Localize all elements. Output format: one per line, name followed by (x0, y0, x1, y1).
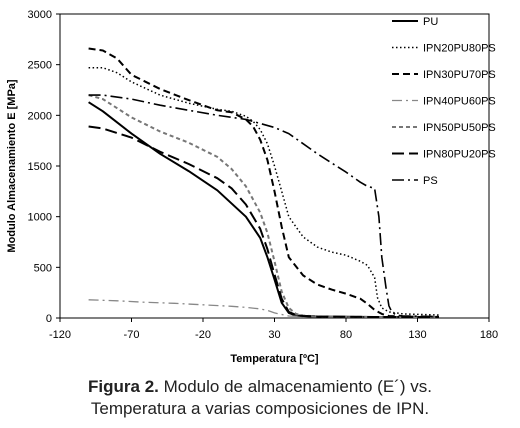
y-tick-label: 2000 (28, 110, 52, 122)
caption-label: Figura 2. (88, 377, 159, 396)
legend-label: IPN80PU20PS (423, 149, 496, 161)
legend-label: PU (423, 16, 438, 28)
y-tick-label: 2500 (28, 60, 52, 72)
x-tick-label: 30 (268, 329, 280, 341)
figure-caption: Figura 2. Modulo de almacenamiento (E´) … (0, 376, 520, 420)
storage-modulus-chart: 0 500 1000 1500 2000 2500 3000 -120 -70 -20 30 80 1… (6, 9, 498, 365)
legend-label: IPN30PU70PS (423, 69, 496, 81)
series-line-ipn30pu70ps (88, 47, 439, 318)
y-tick-label: 500 (34, 262, 52, 274)
x-tick-label: 80 (340, 329, 352, 341)
x-tick-label: -70 (124, 329, 140, 341)
y-tick-label: 1000 (28, 212, 52, 224)
legend-label: IPN20PU80PS (423, 43, 496, 55)
series-line-ipn80pu20ps (88, 125, 439, 318)
legend: PU IPN20PU80PS IPN30PU70PS IPN40PU60PS IPN50… (392, 16, 496, 187)
x-axis-title: Temperatura [ºC] (230, 353, 318, 365)
x-tick-label: -120 (49, 329, 71, 341)
series-line-ipn50pu50ps (88, 94, 439, 318)
y-axis-title: Modulo Almacenamiento E [MPa] (6, 79, 18, 253)
y-tick-label: 0 (46, 313, 52, 325)
legend-label: PS (423, 175, 438, 187)
y-axis: 0 500 1000 1500 2000 2500 3000 (28, 9, 60, 325)
legend-label: IPN50PU50PS (423, 122, 496, 134)
caption-line-2: Temperatura a varias composiciones de IP… (90, 399, 430, 418)
series-line-ipn20pu80ps (88, 66, 439, 316)
x-tick-label: 130 (408, 329, 426, 341)
series-line-ipn40pu60ps (88, 299, 439, 318)
y-tick-label: 1500 (28, 161, 52, 173)
series-line-ps (88, 94, 439, 318)
x-axis: -120 -70 -20 30 80 130 180 (49, 318, 498, 341)
legend-label: IPN40PU60PS (423, 96, 496, 108)
y-tick-label: 3000 (28, 9, 52, 21)
caption-text-1: Modulo de almacenamiento (E´) vs. (158, 377, 432, 396)
series-lines (88, 47, 439, 318)
x-tick-label: 180 (480, 329, 498, 341)
x-tick-label: -20 (195, 329, 211, 341)
caption-line-1: Figura 2. Modulo de almacenamiento (E´) … (0, 376, 520, 398)
